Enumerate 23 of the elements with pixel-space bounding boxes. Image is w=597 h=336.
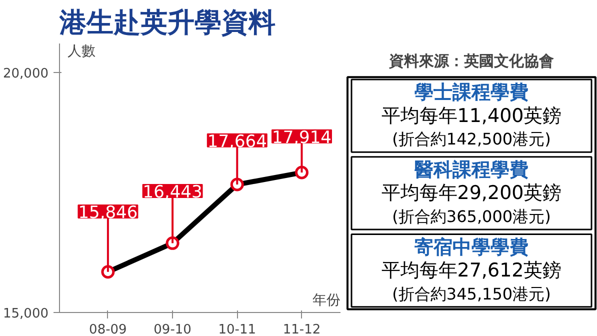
x-tick-label: 10-11	[218, 322, 256, 336]
x-axis-title: 年份	[312, 292, 340, 308]
x-tick-label: 08-09	[89, 322, 127, 336]
data-label: 15,846	[78, 203, 138, 224]
data-label: 17,664	[207, 132, 267, 152]
y-tick-label: 20,000	[3, 66, 49, 82]
text: 學士課程學費	[414, 82, 528, 104]
text: 寄宿中學學費	[414, 236, 528, 258]
data-label: 17,914	[272, 128, 332, 148]
text: (折合約365,000港元)	[392, 206, 551, 226]
chart-title: 港生赴英升學資料	[58, 8, 276, 38]
text: 平均每年11,400英鎊	[381, 104, 562, 127]
x-tick-label: 09-10	[154, 322, 192, 336]
text: (折合約142,500港元)	[392, 130, 551, 149]
text: (折合約345,150港元)	[392, 284, 551, 304]
x-tick-label: 11-12	[282, 322, 321, 336]
text: 平均每年29,200英鎊	[381, 182, 562, 204]
y-tick-label: 15,000	[3, 306, 49, 322]
source-note: 資料來源：英國文化協會	[388, 52, 554, 70]
text: 平均每年27,612英鎊	[381, 260, 562, 282]
text: 醫科課程學費	[414, 158, 528, 181]
y-axis-title: 人數	[67, 44, 96, 60]
data-label: 16,443	[142, 182, 202, 202]
